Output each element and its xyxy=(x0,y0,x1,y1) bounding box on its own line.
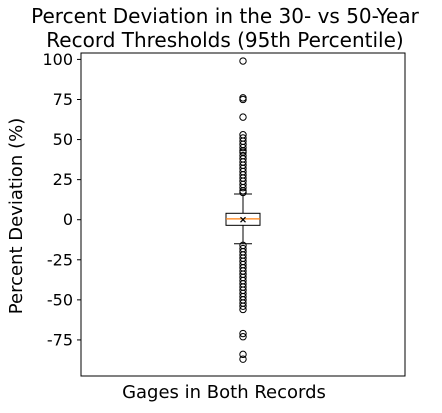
x-axis-label: Gages in Both Records xyxy=(122,382,326,403)
outlier-point xyxy=(239,329,247,338)
outlier-point xyxy=(239,113,247,121)
axes-frame xyxy=(80,52,406,377)
y-tick-label: -75 xyxy=(47,330,73,349)
y-tick-label: -50 xyxy=(47,290,73,309)
outlier-point xyxy=(239,57,247,65)
outlier-point xyxy=(239,183,247,192)
y-tick-label: 0 xyxy=(63,210,73,229)
outlier-point xyxy=(239,188,247,197)
chart-title-line-2: Record Thresholds (95th Percentile) xyxy=(46,28,403,52)
y-tick-label: 50 xyxy=(53,130,73,149)
chart-title-line-1: Percent Deviation in the 30- vs 50-Year xyxy=(31,4,419,28)
y-axis-label: Percent Deviation (%) xyxy=(6,118,27,314)
outlier-point xyxy=(239,350,247,359)
outlier-point xyxy=(239,355,247,363)
outlier-point xyxy=(239,302,247,310)
outlier-point xyxy=(239,143,247,152)
outlier-point xyxy=(239,305,247,314)
y-tick-label: 75 xyxy=(53,90,73,109)
plot-area: 100 75 50 25 0 -25 -50 -75 xyxy=(42,50,406,377)
y-tick-label: 25 xyxy=(53,170,73,189)
outlier-point xyxy=(239,333,247,341)
outlier-point xyxy=(239,95,247,104)
y-tick-label: -25 xyxy=(47,250,73,269)
mean-marker xyxy=(240,216,246,223)
y-tick-label: 100 xyxy=(42,50,73,69)
